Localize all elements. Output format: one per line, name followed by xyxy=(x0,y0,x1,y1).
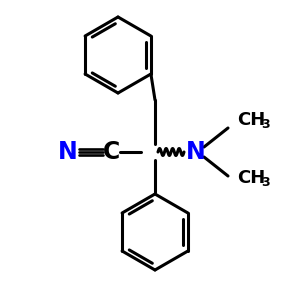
Text: CH: CH xyxy=(237,169,265,187)
Text: C: C xyxy=(103,140,121,164)
Text: 3: 3 xyxy=(261,118,270,131)
Text: N: N xyxy=(186,140,206,164)
Text: CH: CH xyxy=(237,111,265,129)
Text: N: N xyxy=(58,140,78,164)
Text: 3: 3 xyxy=(261,176,270,190)
